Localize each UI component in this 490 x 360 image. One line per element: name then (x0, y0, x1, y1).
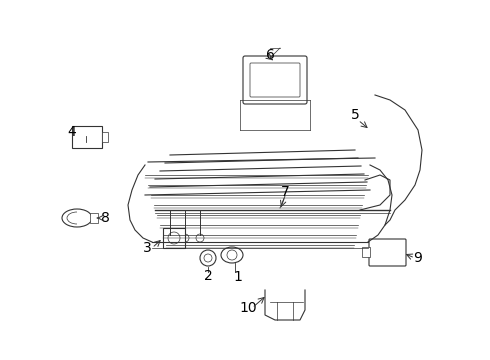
Text: 10: 10 (239, 301, 257, 315)
Text: 6: 6 (266, 48, 274, 62)
Circle shape (200, 250, 216, 266)
Bar (163, 228, 185, 248)
Circle shape (181, 234, 189, 242)
Bar (362, 247, 370, 257)
FancyBboxPatch shape (243, 56, 307, 104)
Circle shape (196, 234, 204, 242)
Text: 3: 3 (143, 241, 151, 255)
Text: 4: 4 (68, 125, 76, 139)
Text: 1: 1 (234, 270, 243, 284)
Text: 5: 5 (351, 108, 359, 122)
FancyBboxPatch shape (369, 239, 406, 266)
Circle shape (227, 250, 237, 260)
Text: 2: 2 (204, 269, 212, 283)
Circle shape (166, 234, 174, 242)
Ellipse shape (221, 247, 243, 263)
Ellipse shape (62, 209, 92, 227)
Bar (90, 213, 98, 223)
Bar (102, 132, 108, 142)
FancyBboxPatch shape (250, 63, 300, 97)
Bar (72, 126, 102, 148)
Text: 7: 7 (281, 185, 290, 199)
Text: 8: 8 (100, 211, 109, 225)
Text: 9: 9 (414, 251, 422, 265)
Circle shape (204, 254, 212, 262)
Circle shape (168, 232, 180, 244)
